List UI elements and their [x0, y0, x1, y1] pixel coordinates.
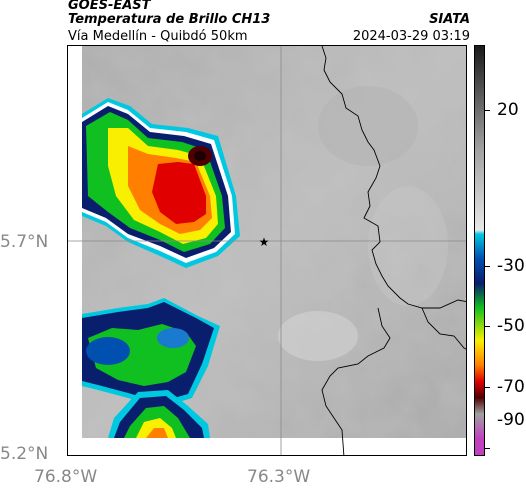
- colorbar-tick-label: -90: [497, 410, 525, 430]
- department-boundary-south: [321, 307, 391, 455]
- region-subtitle: Vía Medellín - Quibdó 50km: [68, 29, 248, 44]
- y-tick-label: 5.7°N: [0, 232, 49, 252]
- satellite-map: ★: [67, 45, 467, 456]
- x-tick-label: 76.3°W: [247, 467, 311, 487]
- product-title: Temperatura de Brillo CH13: [68, 12, 271, 27]
- datetime-label: 2024-03-29 03:19: [352, 29, 470, 44]
- convective-cell-southwest: [82, 298, 220, 408]
- colorbar-tick-label: -50: [497, 316, 525, 336]
- location-star-icon: ★: [259, 235, 270, 249]
- colorbar-tick-label: -70: [497, 377, 525, 397]
- institution-label: SIATA: [429, 12, 470, 27]
- colorbar-tick-label: 20: [497, 100, 519, 120]
- colorbar-tick-label: -30: [497, 256, 525, 276]
- map-canvas: ★: [68, 46, 466, 455]
- source-title: GOES-EAST: [68, 0, 151, 13]
- y-tick-label: 5.2°N: [0, 444, 49, 464]
- department-boundary: [321, 46, 466, 309]
- colorbar: [474, 45, 485, 456]
- convective-cell-north: [82, 98, 240, 268]
- x-tick-label: 76.8°W: [34, 467, 98, 487]
- convective-cell-south: [108, 390, 210, 438]
